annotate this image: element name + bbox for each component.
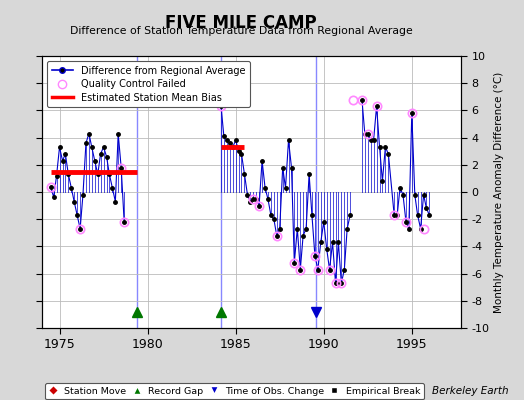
- Text: FIVE MILE CAMP: FIVE MILE CAMP: [165, 14, 317, 32]
- Text: Berkeley Earth: Berkeley Earth: [432, 386, 508, 396]
- Y-axis label: Monthly Temperature Anomaly Difference (°C): Monthly Temperature Anomaly Difference (…: [494, 71, 504, 313]
- Legend: Station Move, Record Gap, Time of Obs. Change, Empirical Break: Station Move, Record Gap, Time of Obs. C…: [46, 383, 424, 400]
- Text: Difference of Station Temperature Data from Regional Average: Difference of Station Temperature Data f…: [70, 26, 412, 36]
